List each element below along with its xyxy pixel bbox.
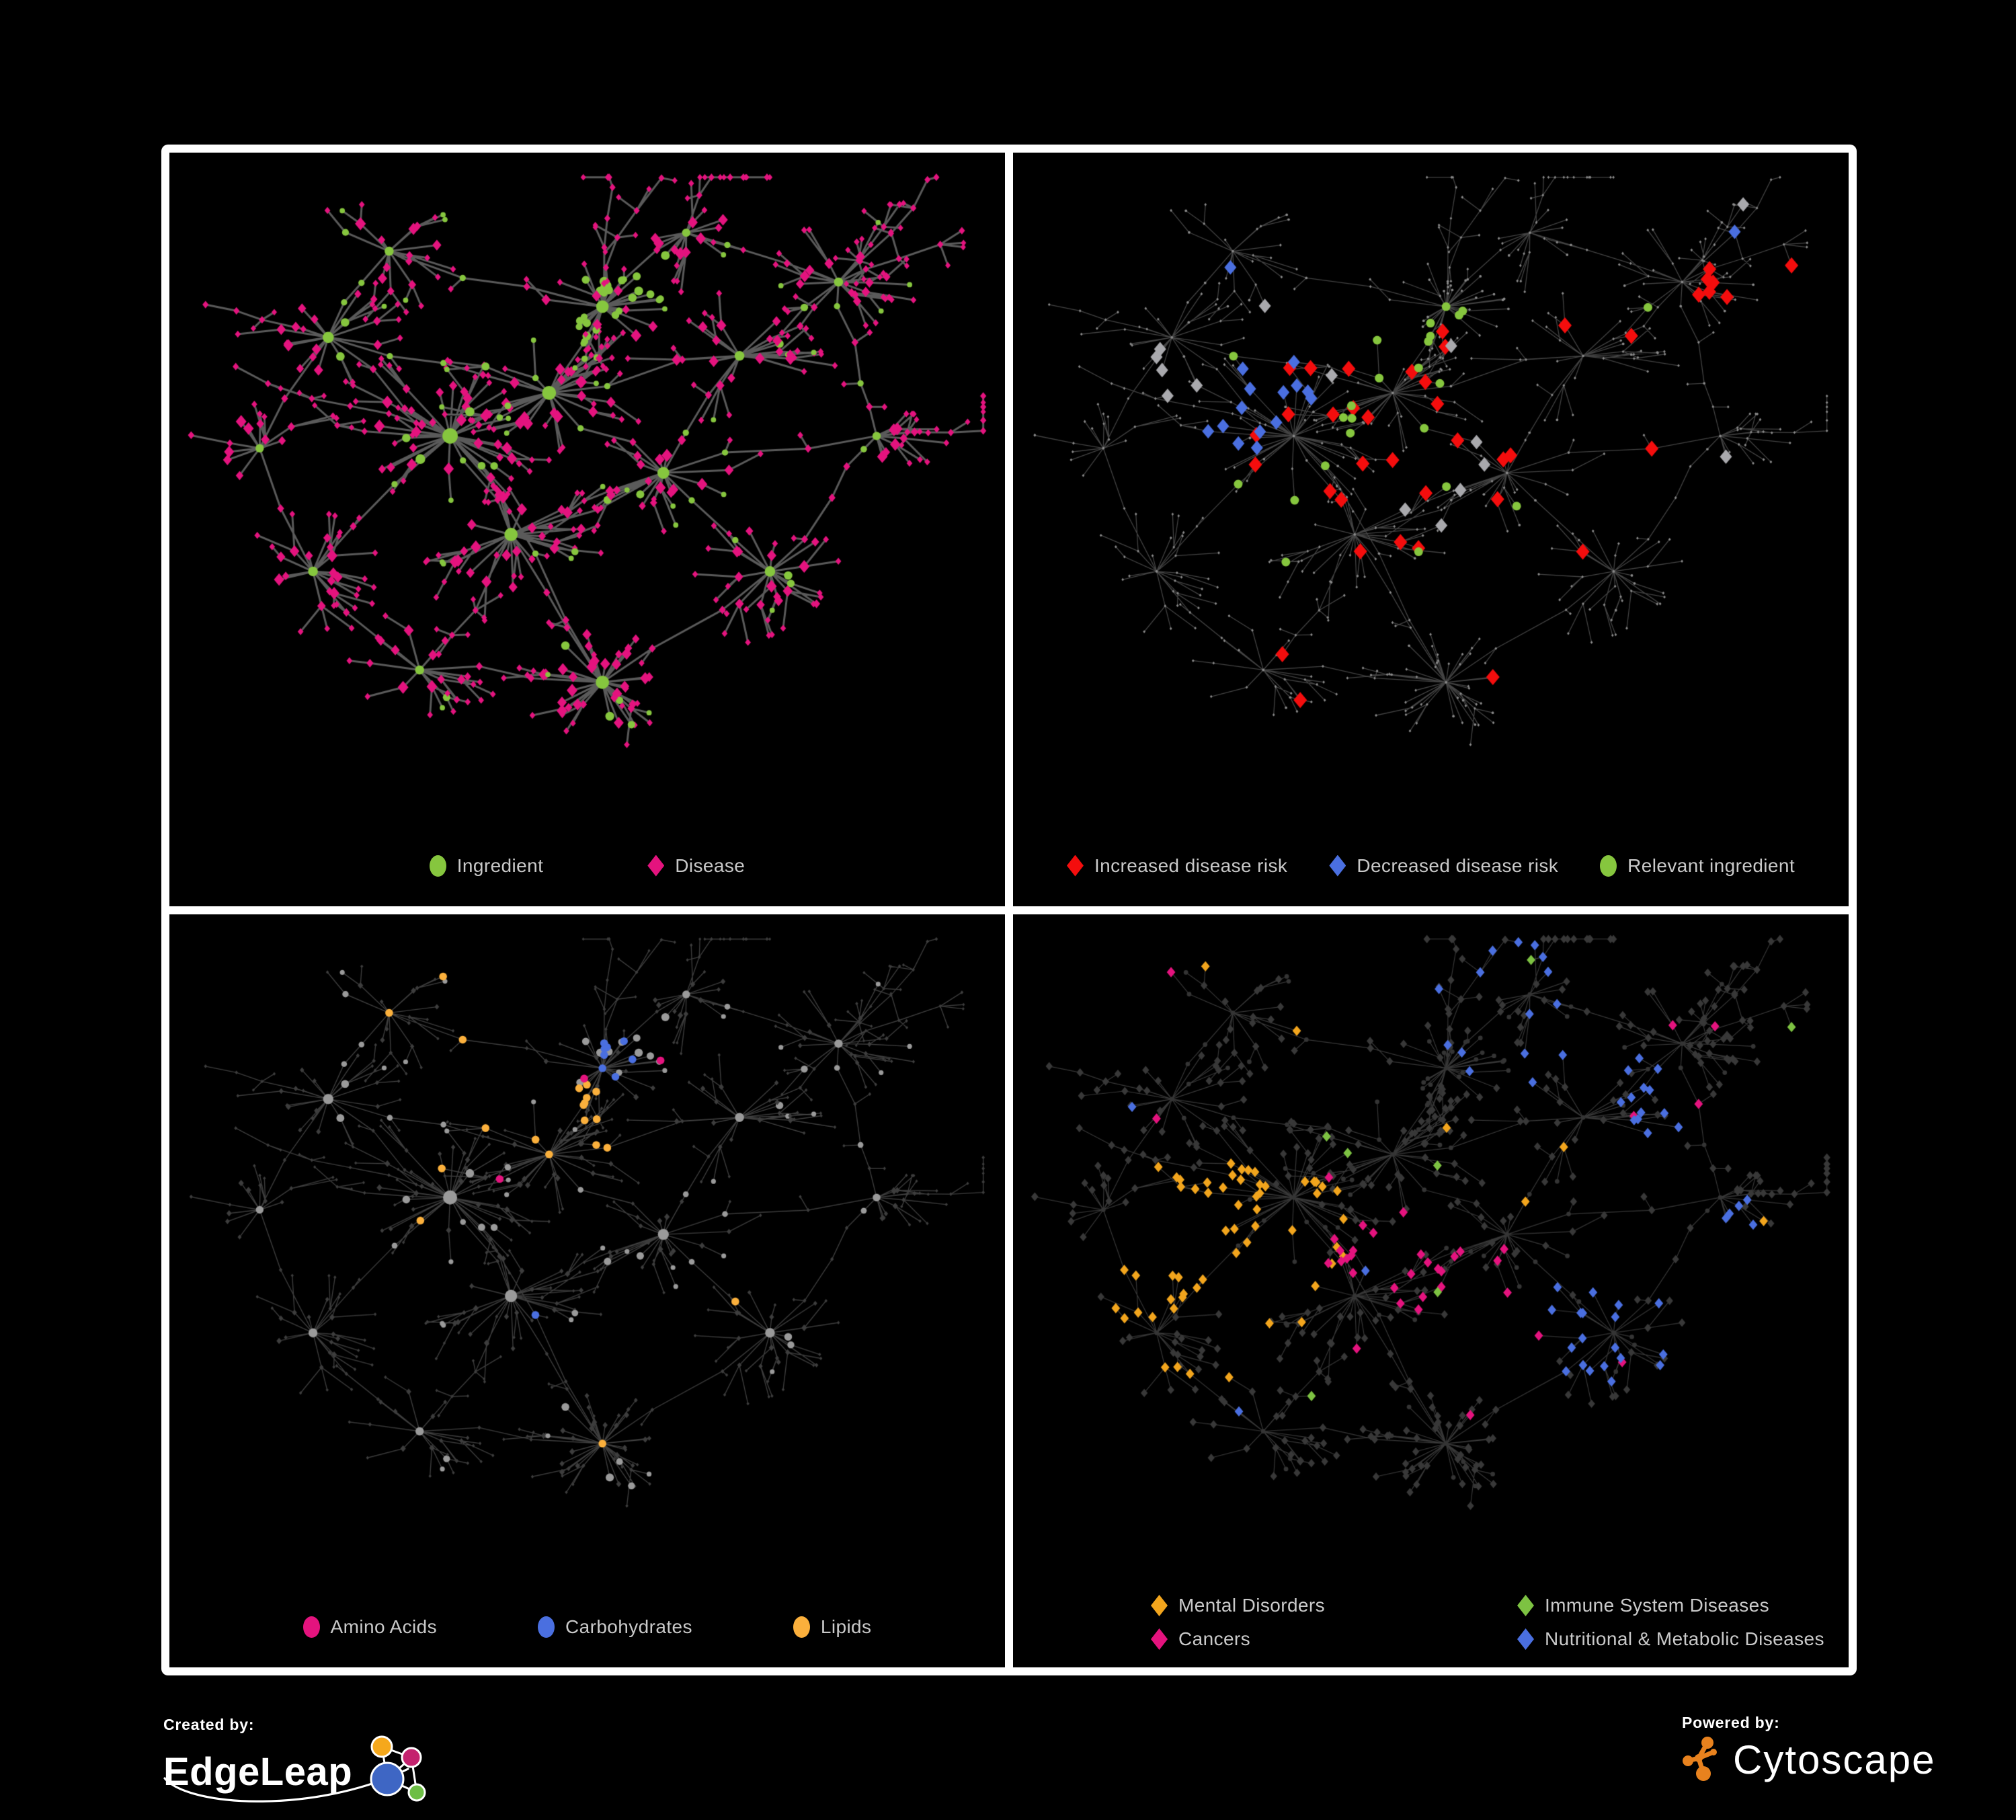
legend-label: Nutritional & Metabolic Diseases xyxy=(1545,1628,1824,1649)
legend-label: Ingredient xyxy=(456,855,544,876)
edgeleap-swoosh-icon xyxy=(163,1768,409,1803)
legend-label: Disease xyxy=(675,855,745,876)
legend-circle-icon xyxy=(538,1616,555,1638)
created-by-label: Created by: xyxy=(163,1716,255,1733)
legend-item-disease-risk-2: Relevant ingredient xyxy=(1600,855,1795,877)
legend-label: Amino Acids xyxy=(330,1616,438,1637)
legend-item-disease-classes-2: Cancers xyxy=(1151,1628,1490,1650)
legend-diamond-icon xyxy=(1151,1595,1168,1616)
legend-diamond-icon xyxy=(647,855,665,877)
legend-diamond-icon xyxy=(1329,855,1346,877)
panel-nutrient-classes: Amino Acids Carbohydrates Lipids xyxy=(169,914,1005,1667)
legend-label: Increased disease risk xyxy=(1094,855,1288,876)
legend-label: Immune System Diseases xyxy=(1545,1595,1770,1616)
panel-disease-risk: Increased disease risk Decreased disease … xyxy=(1013,153,1849,906)
legend-item-disease-classes-1: Immune System Diseases xyxy=(1517,1595,1824,1616)
network-canvas-disease-classes xyxy=(1013,914,1849,1667)
edgeleap-logo-row: EdgeLeap xyxy=(163,1735,434,1809)
network-canvas-disease-risk xyxy=(1013,153,1849,906)
legend-item-disease-risk-1: Decreased disease risk xyxy=(1329,855,1558,877)
legend-label: Decreased disease risk xyxy=(1357,855,1559,876)
panel-disease-classes: Mental Disorders Immune System Diseases Ca… xyxy=(1013,914,1849,1667)
network-canvas-ingredient-disease xyxy=(169,153,1005,906)
legend-item-nutrient-classes-1: Carbohydrates xyxy=(538,1616,692,1638)
legend-label: Relevant ingredient xyxy=(1627,855,1796,876)
legend-diamond-icon xyxy=(1151,1628,1168,1650)
legend-circle-icon xyxy=(303,1616,320,1638)
cytoscape-wordmark: Cytoscape xyxy=(1733,1737,1936,1782)
network-canvas-nutrient-classes xyxy=(169,914,1005,1667)
legend-diamond-icon xyxy=(1517,1595,1534,1616)
legend-label: Lipids xyxy=(820,1616,872,1637)
legend-circle-icon xyxy=(793,1616,810,1638)
cytoscape-logo-icon xyxy=(1683,1737,1717,1781)
cytoscape-logo: Powered by: Cytoscape xyxy=(1682,1714,1935,1786)
cytoscape-logo-row: Cytoscape xyxy=(1682,1735,1935,1786)
legend-diamond-icon xyxy=(1066,855,1084,877)
legend-item-ingredient-disease-1: Disease xyxy=(647,855,745,877)
legend-nutrient-classes: Amino Acids Carbohydrates Lipids xyxy=(169,1616,1005,1638)
legend-diamond-icon xyxy=(1517,1628,1534,1650)
legend-label: Cancers xyxy=(1178,1628,1251,1649)
edgeleap-logo: Created by: EdgeLeap xyxy=(163,1716,434,1809)
legend-disease-risk: Increased disease risk Decreased disease … xyxy=(1013,855,1849,877)
edgeleap-wordmark: EdgeLeap xyxy=(163,1750,353,1794)
network-grid: Ingredient Disease Increased disease risk… xyxy=(161,145,1857,1675)
panel-ingredient-disease: Ingredient Disease xyxy=(169,153,1005,906)
legend-label: Mental Disorders xyxy=(1178,1595,1326,1616)
powered-by-label: Powered by: xyxy=(1682,1714,1780,1731)
legend-circle-icon xyxy=(1600,855,1617,877)
legend-item-nutrient-classes-2: Lipids xyxy=(793,1616,872,1638)
legend-item-nutrient-classes-0: Amino Acids xyxy=(303,1616,437,1638)
legend-disease-classes: Mental Disorders Immune System Diseases Ca… xyxy=(1151,1595,1824,1650)
legend-item-ingredient-disease-0: Ingredient xyxy=(429,855,544,877)
legend-item-disease-classes-3: Nutritional & Metabolic Diseases xyxy=(1517,1628,1824,1650)
legend-item-disease-classes-0: Mental Disorders xyxy=(1151,1595,1490,1616)
legend-circle-icon xyxy=(429,855,446,877)
edgeleap-logo-icon xyxy=(370,1735,426,1802)
legend-ingredient-disease: Ingredient Disease xyxy=(169,855,1005,877)
legend-label: Carbohydrates xyxy=(565,1616,692,1637)
legend-item-disease-risk-0: Increased disease risk xyxy=(1066,855,1288,877)
